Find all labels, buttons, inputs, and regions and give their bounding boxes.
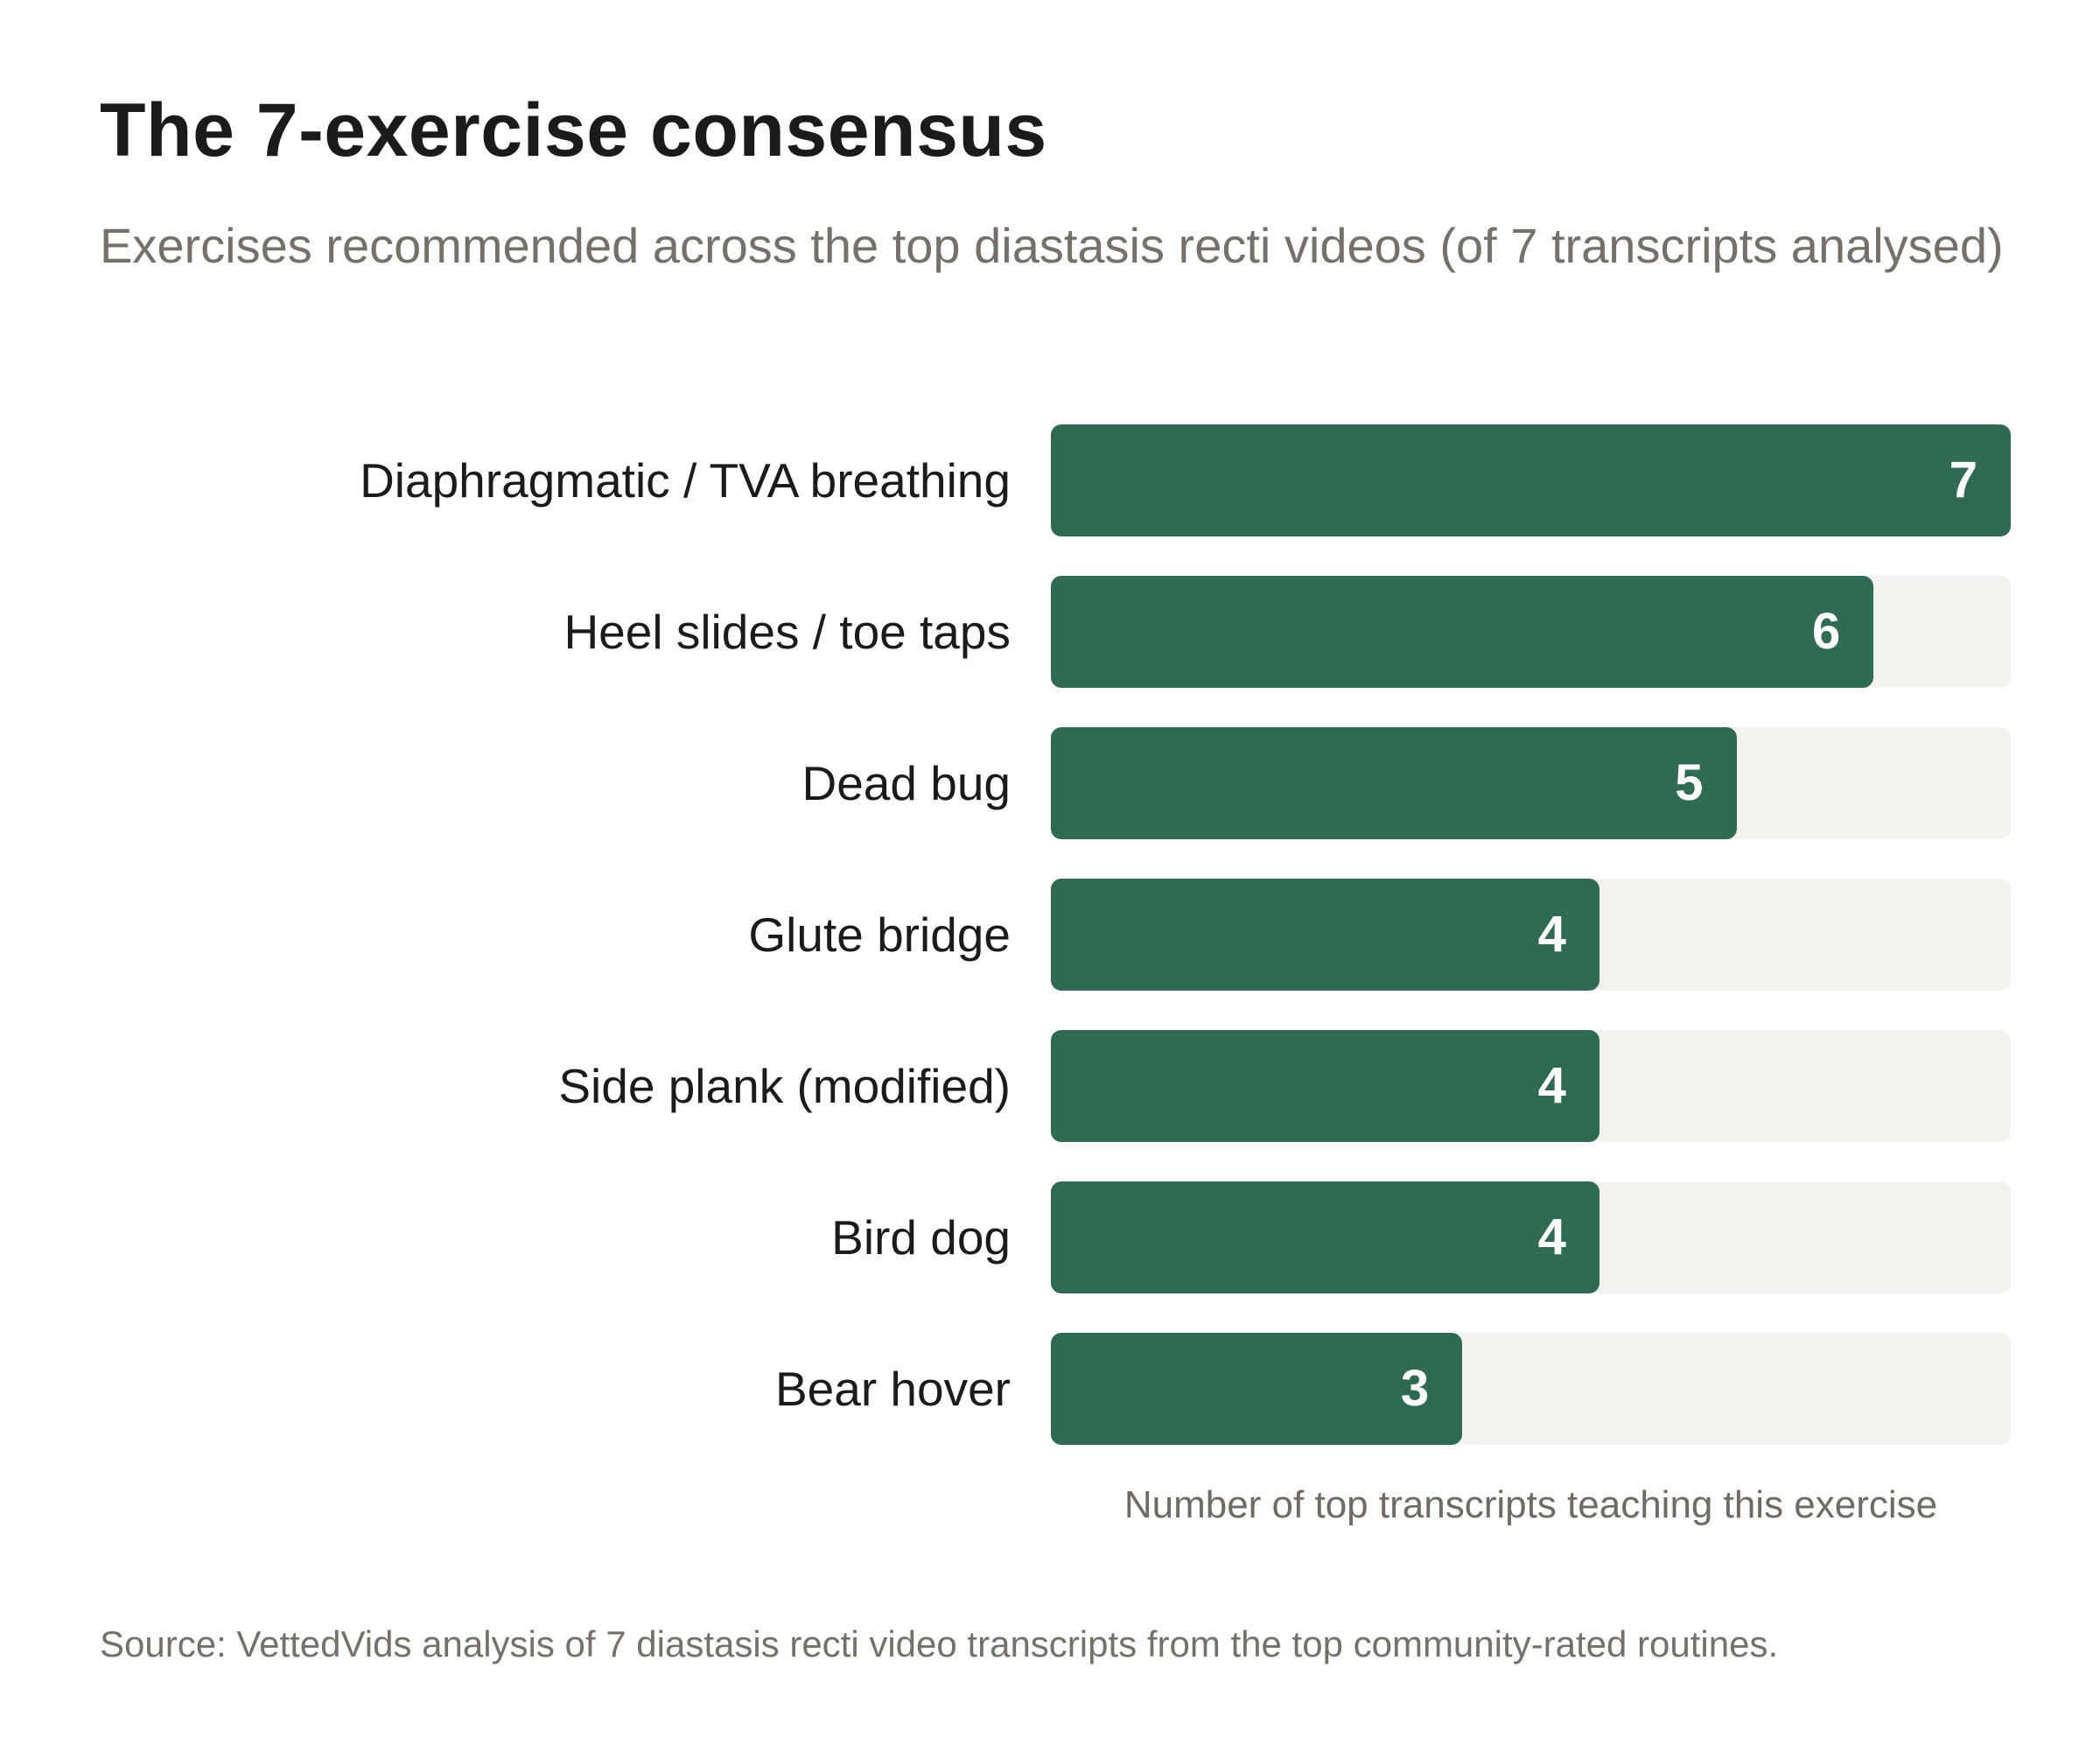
bar-row: Dead bug 5 (0, 727, 2100, 839)
category-label: Glute bridge (748, 908, 1011, 962)
category-label: Dead bug (802, 756, 1011, 810)
bar: 3 (1051, 1333, 1463, 1445)
category-label: Diaphragmatic / TVA breathing (360, 453, 1011, 508)
bar: 4 (1051, 879, 1600, 991)
chart-subtitle: Exercises recommended across the top dia… (100, 218, 2004, 273)
bar-track: 7 (1051, 424, 2011, 536)
bar-row: Bear hover 3 (0, 1333, 2100, 1445)
bar-track: 4 (1051, 879, 2011, 991)
data-label: 4 (1537, 1209, 1566, 1265)
data-label: 5 (1675, 754, 1704, 811)
data-label: 6 (1812, 603, 1841, 660)
data-label: 3 (1400, 1360, 1430, 1417)
bar-track: 4 (1051, 1030, 2011, 1142)
data-label: 7 (1949, 452, 1978, 508)
source-note: Source: VettedVids analysis of 7 diastas… (100, 1623, 1779, 1664)
category-label: Heel slides / toe taps (564, 605, 1011, 659)
category-label: Side plank (modified) (558, 1059, 1011, 1113)
bar-row: Glute bridge 4 (0, 879, 2100, 991)
x-axis-label: Number of top transcripts teaching this … (1124, 1483, 1938, 1526)
bar-track: 3 (1051, 1333, 2011, 1445)
category-label: Bird dog (831, 1210, 1011, 1265)
bar: 7 (1051, 424, 2011, 536)
bar: 4 (1051, 1030, 1600, 1142)
bar-row: Side plank (modified) 4 (0, 1030, 2100, 1142)
bar-track: 6 (1051, 576, 2011, 688)
chart-title: The 7-exercise consensus (100, 88, 1047, 172)
bar-track: 4 (1051, 1181, 2011, 1293)
bar: 6 (1051, 576, 1874, 688)
bar-track: 5 (1051, 727, 2011, 839)
data-label: 4 (1537, 906, 1566, 963)
bar: 4 (1051, 1181, 1600, 1293)
data-label: 4 (1537, 1057, 1566, 1114)
category-label: Bear hover (774, 1362, 1011, 1416)
bar-row: Heel slides / toe taps 6 (0, 576, 2100, 688)
bar: 5 (1051, 727, 1737, 839)
bar-row: Bird dog 4 (0, 1181, 2100, 1293)
bar-row: Diaphragmatic / TVA breathing 7 (0, 424, 2100, 536)
